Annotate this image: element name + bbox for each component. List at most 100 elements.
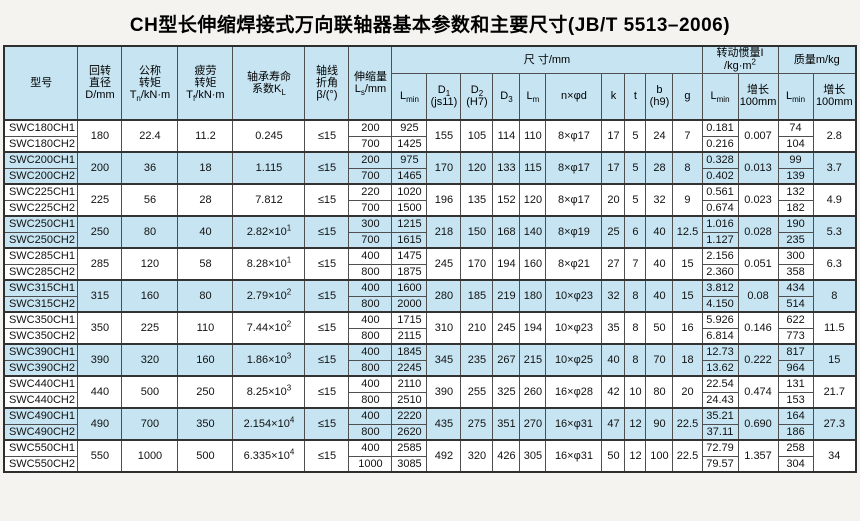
cell-telescopic: 700 xyxy=(348,135,393,153)
cell-fatigue-torque: 28 xyxy=(177,183,234,217)
cell-bearing-life: 2.79×102 xyxy=(232,279,306,313)
cell-k: 42 xyxy=(601,375,626,409)
cell-lm: 215 xyxy=(519,343,547,377)
page-title: CH型长伸缩焊接式万向联轴器基本参数和主要尺寸(JB/T 5513–2006) xyxy=(129,15,731,36)
cell-inertia-lmin: 4.150 xyxy=(701,295,739,313)
cell-nominal-torque: 225 xyxy=(121,311,179,345)
cell-d2: 275 xyxy=(460,407,494,441)
cell-telescopic: 800 xyxy=(348,295,393,313)
col-header-k: k xyxy=(601,72,626,121)
cell-t: 12 xyxy=(624,439,647,473)
cell-inertia-lmin: 24.43 xyxy=(701,391,739,409)
cell-axis-angle: ≤15 xyxy=(304,151,350,185)
col-header-lm: Lm xyxy=(519,72,547,121)
cell-d1: 310 xyxy=(426,311,462,345)
cell-telescopic: 800 xyxy=(348,359,393,377)
cell-mass-growth: 5.3 xyxy=(812,215,857,249)
cell-lmin: 2115 xyxy=(391,327,428,345)
cell-model: SWC285CH2 xyxy=(3,263,79,281)
cell-inertia-lmin: 6.814 xyxy=(701,327,739,345)
cell-g: 8 xyxy=(672,151,703,185)
cell-mass-lmin: 358 xyxy=(777,263,814,281)
col-header-d3: D3 xyxy=(492,72,521,121)
cell-lm: 305 xyxy=(519,439,547,473)
cell-inertia-lmin: 0.181 xyxy=(701,119,739,137)
cell-bearing-life: 8.25×103 xyxy=(232,375,306,409)
cell-k: 25 xyxy=(601,215,626,249)
cell-b: 28 xyxy=(645,151,674,185)
cell-mass-lmin: 304 xyxy=(777,455,814,473)
cell-nominal-torque: 80 xyxy=(121,215,179,249)
cell-fatigue-torque: 11.2 xyxy=(177,119,234,153)
cell-model: SWC315CH2 xyxy=(3,295,79,313)
cell-telescopic: 400 xyxy=(348,311,393,329)
cell-lmin: 1845 xyxy=(391,343,428,361)
cell-model: SWC250CH2 xyxy=(3,231,79,249)
cell-t: 7 xyxy=(624,247,647,281)
table-row: SWC350CH1 350 225 110 7.44×102 ≤15 400 1715 310 2… xyxy=(3,311,857,345)
cell-lmin: 925 xyxy=(391,119,428,137)
cell-rotary-diameter: 225 xyxy=(77,183,123,217)
col-header-axis-angle: 轴线 折角 β/(°) xyxy=(304,45,350,121)
cell-mass-growth: 6.3 xyxy=(812,247,857,281)
cell-telescopic: 400 xyxy=(348,343,393,361)
cell-g: 15 xyxy=(672,247,703,281)
cell-mass-lmin: 300 xyxy=(777,247,814,265)
cell-model: SWC440CH1 xyxy=(3,375,79,393)
cell-lmin: 975 xyxy=(391,151,428,169)
cell-mass-growth: 27.3 xyxy=(812,407,857,441)
cell-fatigue-torque: 40 xyxy=(177,215,234,249)
cell-inertia-lmin: 35.21 xyxy=(701,407,739,425)
cell-lm: 115 xyxy=(519,151,547,185)
cell-k: 32 xyxy=(601,279,626,313)
cell-nxd: 10×φ25 xyxy=(545,343,603,377)
cell-lm: 180 xyxy=(519,279,547,313)
cell-lmin: 2585 xyxy=(391,439,428,457)
cell-g: 16 xyxy=(672,311,703,345)
cell-model: SWC225CH2 xyxy=(3,199,79,217)
cell-inertia-lmin: 0.402 xyxy=(701,167,739,185)
cell-axis-angle: ≤15 xyxy=(304,407,350,441)
cell-lmin: 2245 xyxy=(391,359,428,377)
cell-k: 35 xyxy=(601,311,626,345)
cell-mass-growth: 3.7 xyxy=(812,151,857,185)
cell-lmin: 2000 xyxy=(391,295,428,313)
cell-inertia-lmin: 13.62 xyxy=(701,359,739,377)
cell-inertia-lmin: 1.127 xyxy=(701,231,739,249)
cell-d1: 218 xyxy=(426,215,462,249)
col-header-rotary-diameter: 回转 直径 D/mm xyxy=(77,45,123,121)
cell-g: 12.5 xyxy=(672,215,703,249)
cell-nxd: 8×φ19 xyxy=(545,215,603,249)
cell-model: SWC550CH2 xyxy=(3,455,79,473)
col-header-inertia-growth: 增长 100mm xyxy=(737,72,779,121)
cell-inertia-lmin: 79.57 xyxy=(701,455,739,473)
cell-mass-growth: 21.7 xyxy=(812,375,857,409)
cell-telescopic: 200 xyxy=(348,119,393,137)
table-row: SWC180CH2 700 1425 0.216 104 xyxy=(3,135,856,153)
cell-telescopic: 800 xyxy=(348,263,393,281)
cell-d1: 492 xyxy=(426,439,462,473)
cell-model: SWC350CH1 xyxy=(3,311,79,329)
cell-t: 8 xyxy=(624,279,647,313)
cell-nxd: 10×φ23 xyxy=(545,279,603,313)
cell-fatigue-torque: 350 xyxy=(177,407,234,441)
col-group-mass: 质量m/kg xyxy=(777,45,857,74)
cell-nxd: 16×φ31 xyxy=(545,407,603,441)
cell-nominal-torque: 22.4 xyxy=(121,119,179,153)
cell-d3: 426 xyxy=(492,439,521,473)
cell-model: SWC490CH1 xyxy=(3,407,79,425)
cell-rotary-diameter: 285 xyxy=(77,247,123,281)
table-row: SWC440CH1 440 500 250 8.25×103 ≤15 400 2110 390 2… xyxy=(3,375,857,409)
cell-mass-lmin: 622 xyxy=(777,311,814,329)
cell-nominal-torque: 1000 xyxy=(121,439,179,473)
cell-mass-lmin: 964 xyxy=(777,359,814,377)
cell-d1: 435 xyxy=(426,407,462,441)
col-header-b: b (h9) xyxy=(645,72,674,121)
cell-lmin: 1600 xyxy=(391,279,428,297)
cell-d3: 325 xyxy=(492,375,521,409)
table-row: SWC285CH2 800 1875 2.360 358 xyxy=(3,263,856,281)
cell-g: 9 xyxy=(672,183,703,217)
cell-telescopic: 200 xyxy=(348,151,393,169)
col-group-dimensions: 尺 寸/mm xyxy=(391,45,703,74)
cell-model: SWC285CH1 xyxy=(3,247,79,265)
